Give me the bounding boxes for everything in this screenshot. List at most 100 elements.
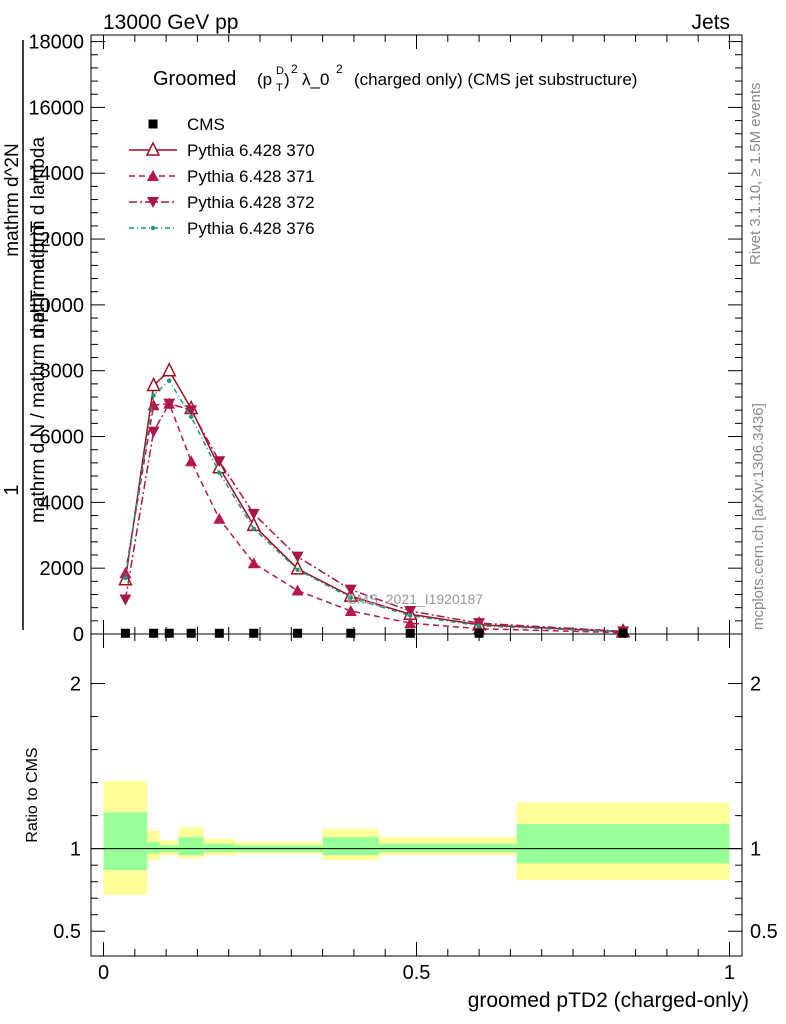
x-tick-label: 0.5 xyxy=(403,962,431,984)
y-tick-label: 4000 xyxy=(40,492,85,514)
ratio-y-tick-label-right: 1 xyxy=(750,839,761,861)
data-point-pythia-6-428-372 xyxy=(119,594,132,606)
plot-title: Groomed (p D T ) 2 λ_0 2 (charged only) … xyxy=(153,62,637,94)
data-point-pythia-6-428-376 xyxy=(123,575,128,581)
legend: CMS Pythia 6.428 370 Pythia 6.428 371 Pythi… xyxy=(129,115,315,238)
y-tick-label: 2000 xyxy=(40,558,85,580)
data-point-pythia-6-428-370 xyxy=(162,362,177,377)
data-point-pythia-6-428-376 xyxy=(476,623,482,628)
data-point-cms xyxy=(346,628,356,638)
y-tick-label: 10000 xyxy=(28,295,84,317)
x-tick-label: 1 xyxy=(724,962,735,984)
title-suffix: (charged only) (CMS jet substructure) xyxy=(354,70,637,89)
y-tick-label: 16000 xyxy=(28,97,84,119)
y-tick-label: 12000 xyxy=(28,229,84,251)
legend-label-pythia-6-428-376: Pythia 6.428 376 xyxy=(187,219,315,238)
data-point-cms xyxy=(214,628,224,638)
data-point-pythia-6-428-371 xyxy=(247,557,260,569)
title-lambda: λ_0 xyxy=(302,70,329,89)
data-point-cms xyxy=(618,628,628,638)
ratio-frame xyxy=(90,633,743,957)
header-left: 13000 GeV pp xyxy=(103,11,238,34)
data-point-pythia-6-428-371 xyxy=(344,604,357,616)
ratio-band-inner xyxy=(516,823,730,864)
data-point-pythia-6-428-371 xyxy=(185,455,198,467)
series-line-pythia-6-428-371 xyxy=(124,402,624,634)
data-point-cms xyxy=(474,628,484,638)
ylabel-one: 1 xyxy=(1,484,23,495)
data-point-pythia-6-428-370 xyxy=(146,376,161,392)
data-point-pythia-6-428-372 xyxy=(147,426,160,438)
y-tick-label: 8000 xyxy=(40,361,85,383)
ratio-ylabel: Ratio to CMS xyxy=(24,747,41,842)
data-point-pythia-6-428-371 xyxy=(147,399,160,411)
ratio-band-inner xyxy=(178,837,204,856)
ratio-y-tick-label: 2 xyxy=(70,674,81,696)
legend-marker-pythia-6-428-372 xyxy=(147,197,159,208)
title-pt-close: ) xyxy=(284,70,290,89)
data-point-pythia-6-428-371 xyxy=(291,584,304,596)
x-axis-label: groomed pTD2 (charged-only) xyxy=(468,989,749,1012)
ratio-y-tick-label: 1 xyxy=(70,839,81,861)
ratio-band-inner xyxy=(203,843,235,852)
legend-label-pythia-6-428-372: Pythia 6.428 372 xyxy=(187,193,315,212)
title-pt-base: (p xyxy=(257,70,272,89)
data-point-pythia-6-428-372 xyxy=(185,405,198,417)
ylabel-numerator: mathrm d^2N xyxy=(2,143,23,256)
ratio-band-inner xyxy=(103,812,148,871)
data-point-pythia-6-428-376 xyxy=(167,378,172,383)
title-prefix: Groomed xyxy=(153,68,236,90)
ratio-frame-top xyxy=(90,633,743,957)
y-tick-label: 18000 xyxy=(28,32,84,54)
main-xticks xyxy=(103,35,730,634)
ylabel-overlay: mathrm d p_T xyxy=(28,220,49,339)
y-tick-label: 6000 xyxy=(40,427,85,449)
data-point-pythia-6-428-376 xyxy=(151,393,156,398)
data-point-pythia-6-428-371 xyxy=(213,512,226,524)
legend-marker-pythia-6-428-376 xyxy=(150,225,156,231)
legend-marker-pythia-6-428-370 xyxy=(145,141,161,156)
x-tick-label: 0 xyxy=(98,962,109,984)
data-point-cms xyxy=(186,628,196,638)
y-tick-label: 14000 xyxy=(28,163,84,185)
ratio-y-tick-label-right: 2 xyxy=(750,674,761,696)
ratio-xticks: 0 0.5 1 xyxy=(98,634,735,984)
data-point-pythia-6-428-376 xyxy=(408,613,413,618)
data-point-cms xyxy=(293,628,303,638)
data-point-pythia-6-428-372 xyxy=(344,584,357,596)
legend-marker-pythia-6-428-371 xyxy=(147,170,159,181)
ratio-panel: 0.5 0.5 1 1 2 2 0 0.5 1 xyxy=(53,633,778,984)
rivet-label: Rivet 3.1.10, ≥ 1.5M events xyxy=(747,83,764,266)
y-tick-label: 0 xyxy=(73,624,84,646)
title-pt-sub: T xyxy=(276,82,283,94)
data-point-cms xyxy=(249,628,259,638)
title-pt-sup: D xyxy=(276,65,284,77)
ratio-band-inner xyxy=(147,842,160,854)
data-point-pythia-6-428-376 xyxy=(348,595,353,600)
data-point-pythia-6-428-376 xyxy=(251,526,256,531)
data-point-pythia-6-428-372 xyxy=(213,456,226,468)
data-point-pythia-6-428-372 xyxy=(163,398,176,410)
data-point-cms xyxy=(149,628,159,638)
title-lambda-exp: 2 xyxy=(336,62,343,76)
legend-label-pythia-6-428-371: Pythia 6.428 371 xyxy=(187,167,315,186)
main-yticks: 0 2000 4000 6000 8000 10000 12000 14000 16000 180… xyxy=(28,32,742,646)
data-point-pythia-6-428-371 xyxy=(119,567,132,579)
main-ylabel: 1 mathrm d N / mathrm d p_T mathrm d lam… xyxy=(1,40,49,630)
data-point-cms xyxy=(164,628,174,638)
ratio-bands xyxy=(103,780,730,895)
header-right: Jets xyxy=(691,11,730,34)
data-point-pythia-6-428-376 xyxy=(188,414,194,419)
ylabel-denominator: mathrm d N / mathrm d p_T mathrm d lambd… xyxy=(28,137,49,524)
ratio-band-inner xyxy=(322,837,379,856)
legend-marker-cms xyxy=(148,119,158,129)
mcplots-label: mcplots.cern.ch [arXiv:1306.3436] xyxy=(750,403,767,630)
data-point-pythia-6-428-371 xyxy=(404,617,417,629)
legend-label-pythia-6-428-370: Pythia 6.428 370 xyxy=(187,141,315,160)
ratio-y-tick-label: 0.5 xyxy=(53,921,81,943)
ratio-yticks: 0.5 0.5 1 1 2 2 xyxy=(53,674,778,944)
data-point-pythia-6-428-376 xyxy=(295,567,300,573)
ratio-band-inner xyxy=(378,843,517,852)
data-point-cms xyxy=(405,628,415,638)
